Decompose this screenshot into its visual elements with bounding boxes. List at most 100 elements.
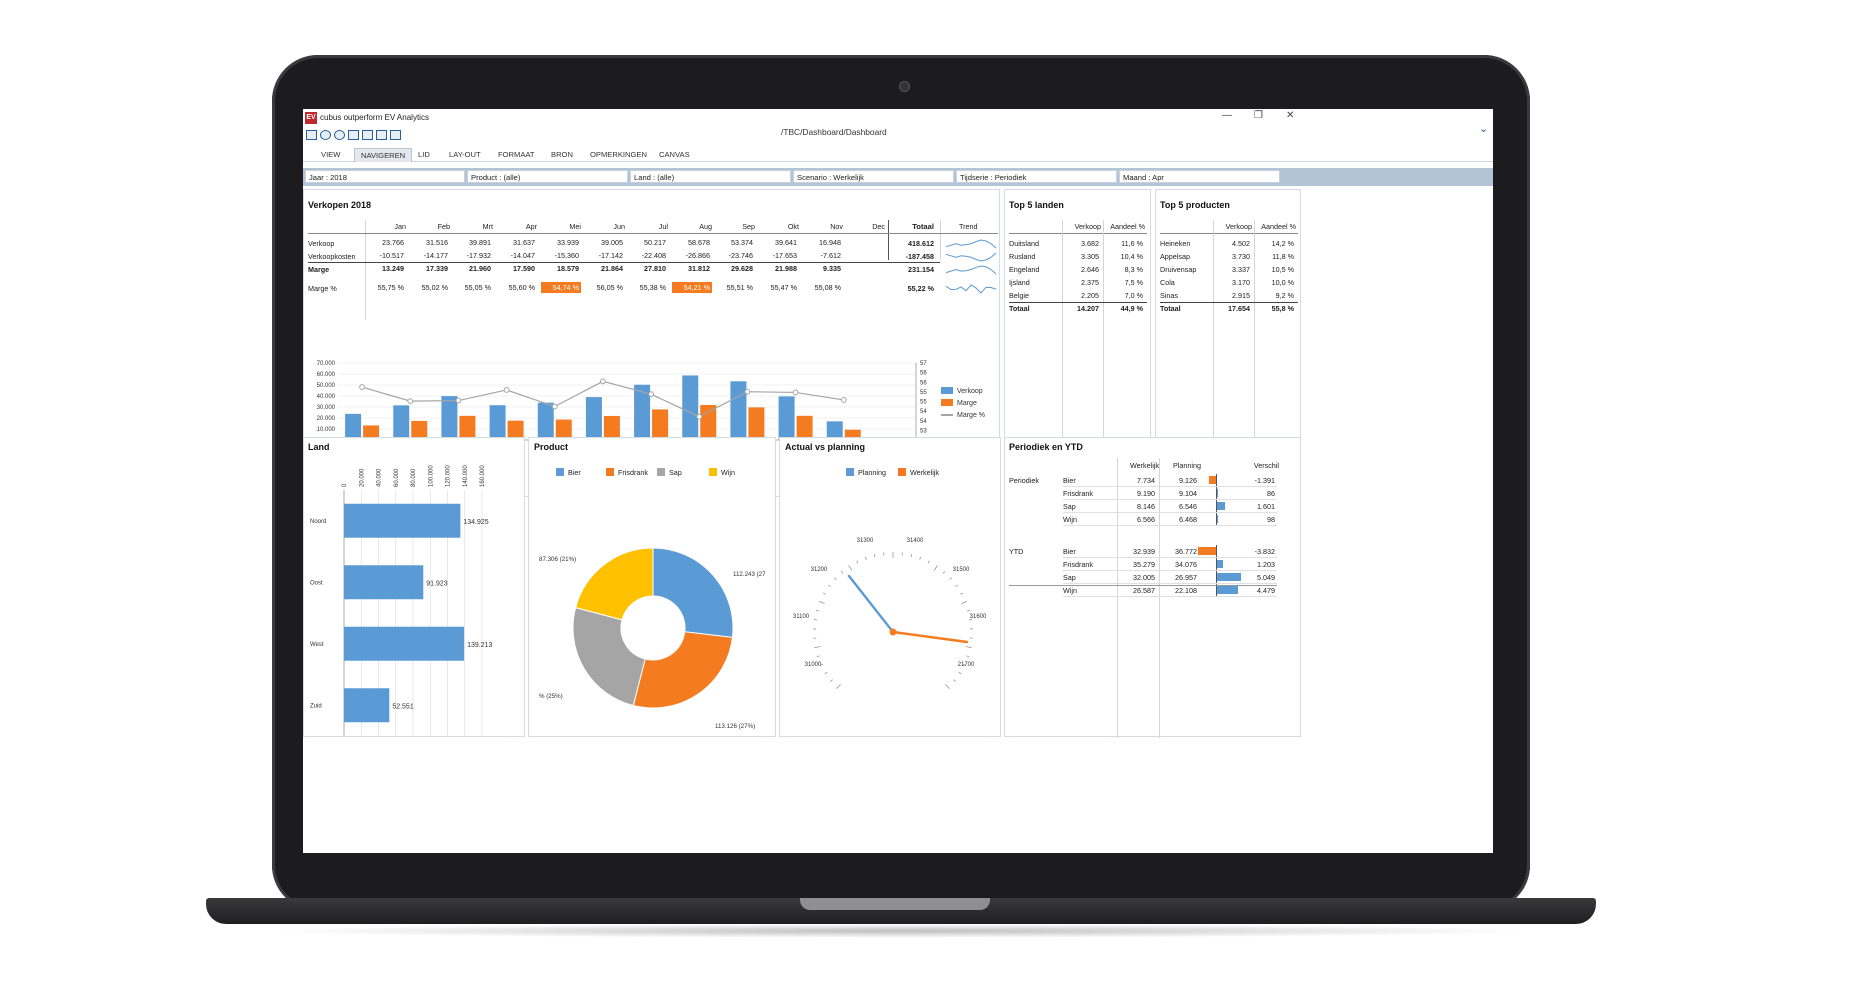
bar-noord (344, 503, 461, 538)
y-tick-label: 60.000 (317, 372, 336, 378)
cell-0-6: 50.217 (644, 238, 666, 247)
save-icon[interactable] (306, 130, 317, 140)
legend-swatch-sap (657, 468, 665, 476)
point-marge-pct-4 (551, 403, 558, 410)
top_producten-header-rule (1160, 233, 1298, 234)
cell-2-10: 9.335 (823, 264, 841, 273)
cell-0-9: 39.641 (775, 238, 797, 247)
ytd-row-name: Bier (1063, 547, 1076, 556)
verkopen-title: Verkopen 2018 (308, 200, 372, 210)
category-label: Noord (310, 519, 326, 525)
land-bar-chart: 0 20.000 40.000 60.000 80.000 100.000 120.000 1… (310, 465, 492, 736)
bar-verkoop-sep (730, 381, 747, 440)
top_producten-row-name: Cola (1160, 278, 1175, 287)
cell-3-2: 55,05 % (464, 283, 491, 292)
top_producten-total-aandeel: 55,8 % (1271, 304, 1294, 313)
mail-icon[interactable] (390, 130, 401, 140)
gauge-label: 31000 (805, 662, 822, 668)
gauge-label: 21700 (958, 662, 975, 668)
y-tick-label: 30.000 (317, 405, 336, 411)
app-window: EV cubus outperform EV Analytics /TBC/Da… (303, 109, 1493, 853)
minimize-button[interactable]: — (1222, 110, 1232, 121)
undo-icon[interactable] (320, 130, 331, 140)
cell-2-0: 13.249 (382, 264, 404, 273)
tab-view[interactable]: VIEW (321, 150, 341, 159)
top_landen-row-verkoop: 2.375 (1081, 278, 1099, 287)
top_landen-row-name: Rusland (1009, 252, 1036, 261)
trend-sparklines (945, 239, 997, 294)
gauge-title: Actual vs planning (785, 442, 866, 452)
ytd-row-verschil: 5.049 (1257, 573, 1275, 582)
ytd-row-werkelijk: 6.566 (1137, 515, 1155, 524)
gauge-label: 31100 (793, 614, 810, 620)
top_landen-row-aandeel: 8,3 % (1124, 265, 1143, 274)
point-marge-pct-8 (744, 388, 751, 395)
top_landen-row-verkoop: 3.682 (1081, 239, 1099, 248)
tab-lay-out[interactable]: LAY-OUT (449, 150, 481, 159)
filter-maand[interactable]: Maand : Apr (1119, 170, 1280, 183)
top_producten-row-name: Heineken (1160, 239, 1191, 248)
filter-land[interactable]: Land : (alle) (630, 170, 791, 183)
filter-jaar[interactable]: Jaar : 2018 (305, 170, 465, 183)
top_producten-total-rule (1160, 302, 1298, 303)
gauge-tick (815, 609, 819, 612)
cell-2-2: 21.960 (469, 264, 491, 273)
cell-0-5: 39.005 (601, 238, 623, 247)
ytd-row-planning: 22.108 (1175, 586, 1197, 595)
ytd-row-planning: 9.126 (1179, 476, 1197, 485)
close-button[interactable]: ✕ (1286, 110, 1295, 121)
product-donut-chart: 87.306 (21%) 112.243 (27 % (25%) 113.126 (2… (539, 547, 766, 730)
cell-1-10: -7.612 (820, 251, 841, 260)
ribbon-tabs: VIEW NAVIGEREN LID LAY-OUT FORMAAT BRON … (303, 147, 1493, 162)
bar-west (344, 626, 465, 661)
gauge-tick (828, 584, 831, 588)
needle-planning (847, 574, 895, 634)
tab-bron[interactable]: BRON (551, 150, 573, 159)
top_producten-row-name: Sinas (1160, 291, 1178, 300)
ytd-row-rule (1063, 583, 1277, 584)
ytd-row-name: Wijn (1063, 586, 1077, 595)
gauge-tick (958, 671, 962, 675)
gauge-tick (873, 554, 876, 558)
cell-1-5: -17.142 (598, 251, 623, 260)
filter-tijdserie[interactable]: Tijdserie : Periodiek (956, 170, 1117, 183)
y2-tick-label: 55 (920, 400, 927, 406)
top_landen-row-aandeel: 7,5 % (1124, 278, 1143, 287)
print-icon[interactable] (362, 130, 373, 140)
tab-lid[interactable]: LID (418, 150, 430, 159)
row-total-0: 418.612 (908, 239, 934, 248)
filter-scenario[interactable]: Scenario : Werkelijk (793, 170, 954, 183)
gauge-tick (962, 663, 966, 666)
x-tick-label: 100.000 (428, 465, 434, 487)
gauge-tick (834, 577, 837, 580)
ribbon-expand-icon[interactable]: ⌄ (1479, 123, 1489, 135)
copy-icon[interactable] (376, 130, 387, 140)
bar-oost (344, 565, 424, 600)
restore-button[interactable]: ❐ (1254, 110, 1263, 121)
top_producten-row-name: Appelsap (1160, 252, 1190, 261)
tab-canvas[interactable]: CANVAS (659, 150, 690, 159)
point-marge-pct-3 (503, 387, 510, 393)
legend-swatch-wijn (709, 468, 717, 476)
tab-formaat[interactable]: FORMAAT (498, 150, 535, 159)
tab-opmerkingen[interactable]: OPMERKINGEN (590, 150, 647, 159)
cell-1-3: -14.047 (510, 251, 535, 260)
cell-2-3: 17.590 (513, 264, 535, 273)
x-tick-label: 140.000 (463, 465, 469, 487)
cell-0-3: 31.637 (513, 238, 535, 247)
cell-3-4: 54,74 % (541, 282, 581, 293)
redo-icon[interactable] (334, 130, 345, 140)
cell-3-0: 55,75 % (377, 283, 404, 292)
ytd-row-werkelijk: 8.146 (1137, 502, 1155, 511)
tab-navigeren[interactable]: NAVIGEREN (354, 148, 413, 162)
ytd-row-name: Wijn (1063, 515, 1077, 524)
x-tick-label: 0 (342, 483, 348, 487)
value-label: 52.551 (392, 703, 414, 710)
y2-tick-label: 56 (920, 371, 927, 377)
legend-label: Verkoop (957, 388, 983, 395)
gauge-tick (864, 556, 867, 560)
ytd-row-rule (1063, 596, 1277, 597)
export-icon[interactable] (348, 130, 359, 140)
ytd-row-verschil: -1.391 (1254, 476, 1275, 485)
filter-product[interactable]: Product : (alle) (467, 170, 628, 183)
